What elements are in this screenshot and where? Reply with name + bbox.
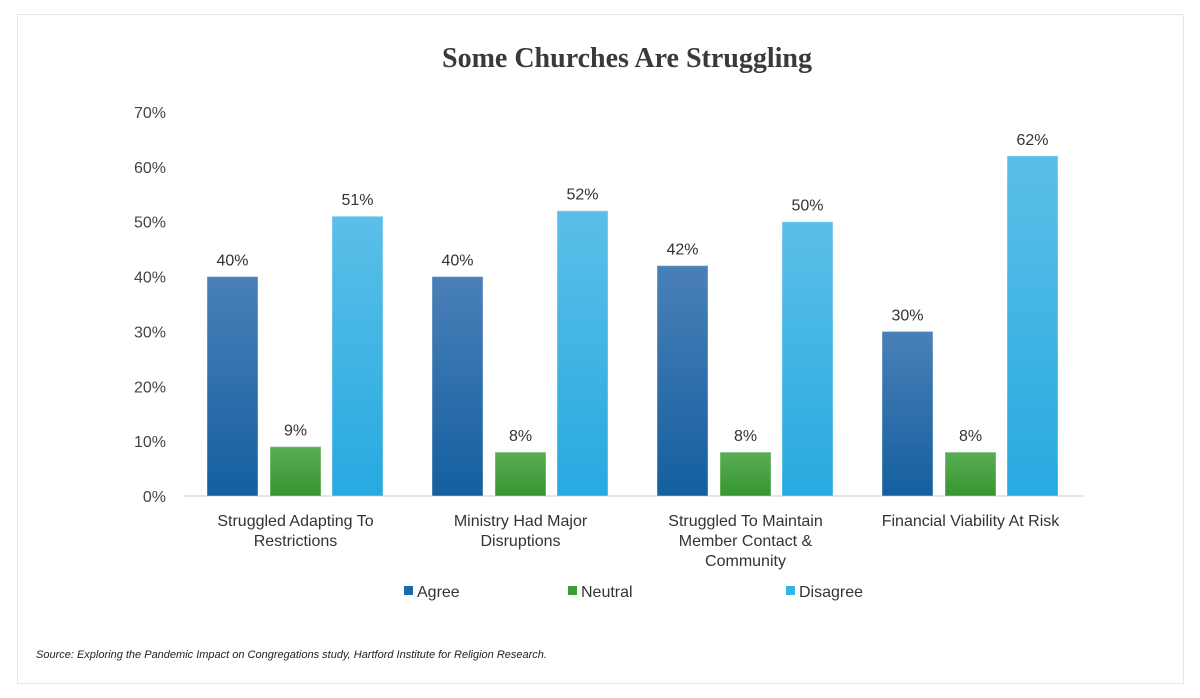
bar-agree: [431, 276, 484, 497]
bar-agree: [656, 265, 709, 497]
legend-swatch-neutral: [568, 586, 577, 595]
x-category-label: Restrictions: [254, 533, 338, 550]
x-category-label: Struggled Adapting To: [217, 513, 373, 530]
data-label: 40%: [216, 253, 248, 270]
bar-neutral: [719, 451, 772, 497]
bar-neutral: [944, 451, 997, 497]
legend-label-agree: Agree: [417, 584, 460, 601]
data-label: 42%: [666, 242, 698, 259]
x-category-label: Financial Viability At Risk: [882, 513, 1061, 530]
x-category-label: Disruptions: [480, 533, 560, 550]
data-label: 30%: [891, 307, 923, 324]
legend-label-disagree: Disagree: [799, 584, 863, 601]
y-tick-label: 10%: [134, 434, 166, 451]
data-label: 8%: [959, 428, 982, 445]
bar-disagree: [1006, 155, 1059, 497]
y-tick-label: 30%: [134, 324, 166, 341]
y-tick-label: 0%: [143, 489, 166, 506]
legend-label-neutral: Neutral: [581, 584, 633, 601]
data-label: 8%: [734, 428, 757, 445]
data-label: 40%: [441, 253, 473, 270]
x-category-label: Struggled To Maintain: [668, 513, 822, 530]
y-tick-label: 50%: [134, 215, 166, 232]
bar-neutral: [269, 446, 322, 497]
x-category-label: Community: [705, 553, 786, 570]
data-label: 50%: [791, 198, 823, 215]
bar-neutral: [494, 451, 547, 497]
bar-disagree: [781, 221, 834, 497]
data-label: 52%: [566, 187, 598, 204]
data-label: 8%: [509, 428, 532, 445]
y-tick-label: 20%: [134, 379, 166, 396]
legend-swatch-disagree: [786, 586, 795, 595]
y-tick-label: 70%: [134, 105, 166, 122]
x-category-label: Member Contact &: [679, 533, 813, 550]
bar-agree: [206, 276, 259, 497]
bar-disagree: [556, 210, 609, 497]
y-tick-label: 60%: [134, 160, 166, 177]
chart-title: Some Churches Are Struggling: [442, 43, 812, 74]
legend-swatch-agree: [404, 586, 413, 595]
data-label: 51%: [341, 192, 373, 209]
bar-agree: [881, 330, 934, 497]
source-note: Source: Exploring the Pandemic Impact on…: [36, 649, 547, 661]
data-label: 62%: [1016, 132, 1048, 149]
y-tick-label: 40%: [134, 270, 166, 287]
data-label: 9%: [284, 423, 307, 440]
x-category-label: Ministry Had Major: [454, 513, 588, 530]
bar-disagree: [331, 215, 384, 497]
